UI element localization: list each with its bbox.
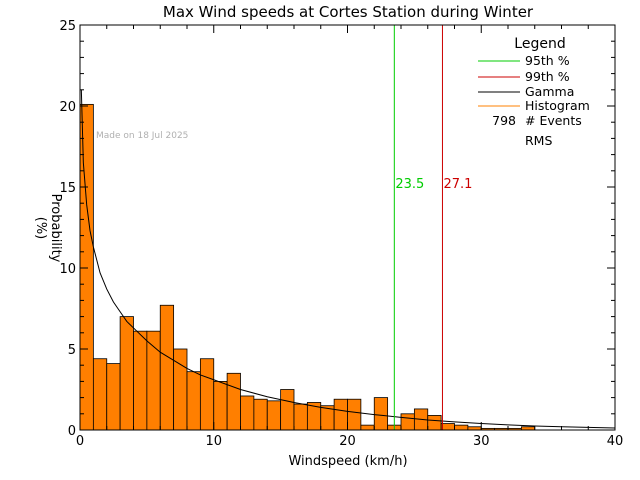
histogram-bar [226, 372, 241, 431]
histogram-bar [119, 316, 134, 431]
histogram-bar [186, 371, 201, 431]
histogram-bar [347, 398, 362, 431]
y-tick-label: 10 [59, 262, 76, 277]
x-tick-label: 30 [473, 434, 490, 449]
y-tick-label: 5 [68, 343, 76, 358]
histogram-bar [280, 389, 295, 431]
gamma-curve-layer [80, 89, 616, 429]
x-tick-label: 0 [76, 434, 84, 449]
histogram-bar [253, 398, 268, 431]
histogram-bar [240, 395, 255, 431]
histogram-bar [106, 363, 121, 431]
histogram-bars [79, 103, 536, 431]
y-axis-label: Probability [48, 194, 63, 263]
histogram-bar [333, 398, 348, 431]
percentile-95-label: 23.5 [395, 177, 424, 192]
x-tick-label: 40 [607, 434, 624, 449]
histogram-bar [92, 358, 108, 431]
x-tick-label: 10 [205, 434, 222, 449]
histogram-bar [373, 397, 389, 431]
histogram-bar [454, 424, 469, 431]
axis-ticks: 0 10 20 30 40 0 5 10 15 20 25 [59, 19, 623, 449]
histogram-bar [400, 413, 415, 431]
percentile-99-label: 27.1 [443, 177, 472, 192]
gamma-curve [80, 89, 616, 429]
histogram-bar [266, 400, 282, 431]
histogram-bar [293, 403, 308, 431]
percentile-lines: 23.5 27.1 [393, 25, 472, 430]
legend-events-label: # Events [525, 113, 582, 128]
histogram-bar [360, 424, 375, 431]
y-tick-label: 15 [59, 181, 76, 196]
histogram-bar [159, 304, 175, 431]
histogram-bar [440, 423, 455, 431]
histogram-bar [427, 415, 442, 431]
legend-rms-label: RMS [525, 133, 552, 148]
legend-label-95th: 95th % [525, 53, 570, 68]
legend-events-count: 798 [492, 113, 516, 128]
made-on-annotation: Made on 18 Jul 2025 [96, 131, 188, 141]
legend-title: Legend [514, 36, 565, 52]
y-axis-unit: (%) [33, 217, 48, 240]
histogram-bar [213, 380, 228, 431]
histogram-bar [133, 330, 148, 431]
legend-label-gamma: Gamma [525, 84, 574, 99]
y-tick-label: 0 [68, 424, 76, 439]
x-axis-label: Windspeed (km/h) [288, 454, 407, 469]
x-tick-label: 20 [339, 434, 356, 449]
legend-label-99th: 99th % [525, 69, 570, 84]
legend-label-histogram: Histogram [525, 98, 590, 113]
chart-title: Max Wind speeds at Cortes Station during… [163, 3, 534, 21]
legend: Legend 95th % 99th % Gamma Histogram 798… [478, 36, 590, 148]
histogram-bar [199, 358, 215, 431]
y-tick-label: 20 [59, 100, 76, 115]
y-tick-label: 25 [59, 19, 76, 34]
